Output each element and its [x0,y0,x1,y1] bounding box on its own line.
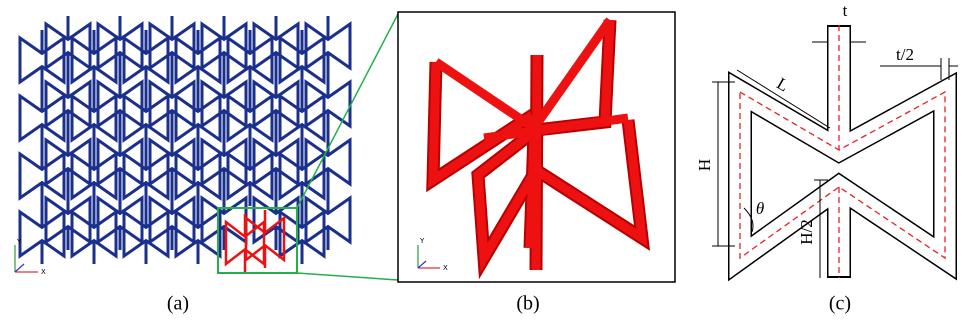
panel-label: (c) [829,293,851,315]
axis-label: X [443,264,448,272]
dim-l: L [774,74,792,96]
axis-label: Y [16,238,22,246]
panel-label: (a) [167,293,189,315]
axis-triad: Y X [418,237,448,272]
panel-label: (b) [516,293,539,315]
axis-label: Y [419,237,425,245]
dim-half-t: t/2 [896,45,914,64]
lattice-a [20,16,350,272]
dim-h: H [695,159,714,171]
figure: Y X Y X [0,0,965,322]
zoom-line [297,14,398,208]
dim-theta: θ [756,199,764,218]
dim-t: t [843,1,848,20]
dim-half-h: H/2 [797,219,816,245]
zoom-line [297,273,398,280]
unit-cell-2d [740,25,945,278]
unit-cell-3d [433,20,642,270]
axis-label: X [41,268,46,276]
